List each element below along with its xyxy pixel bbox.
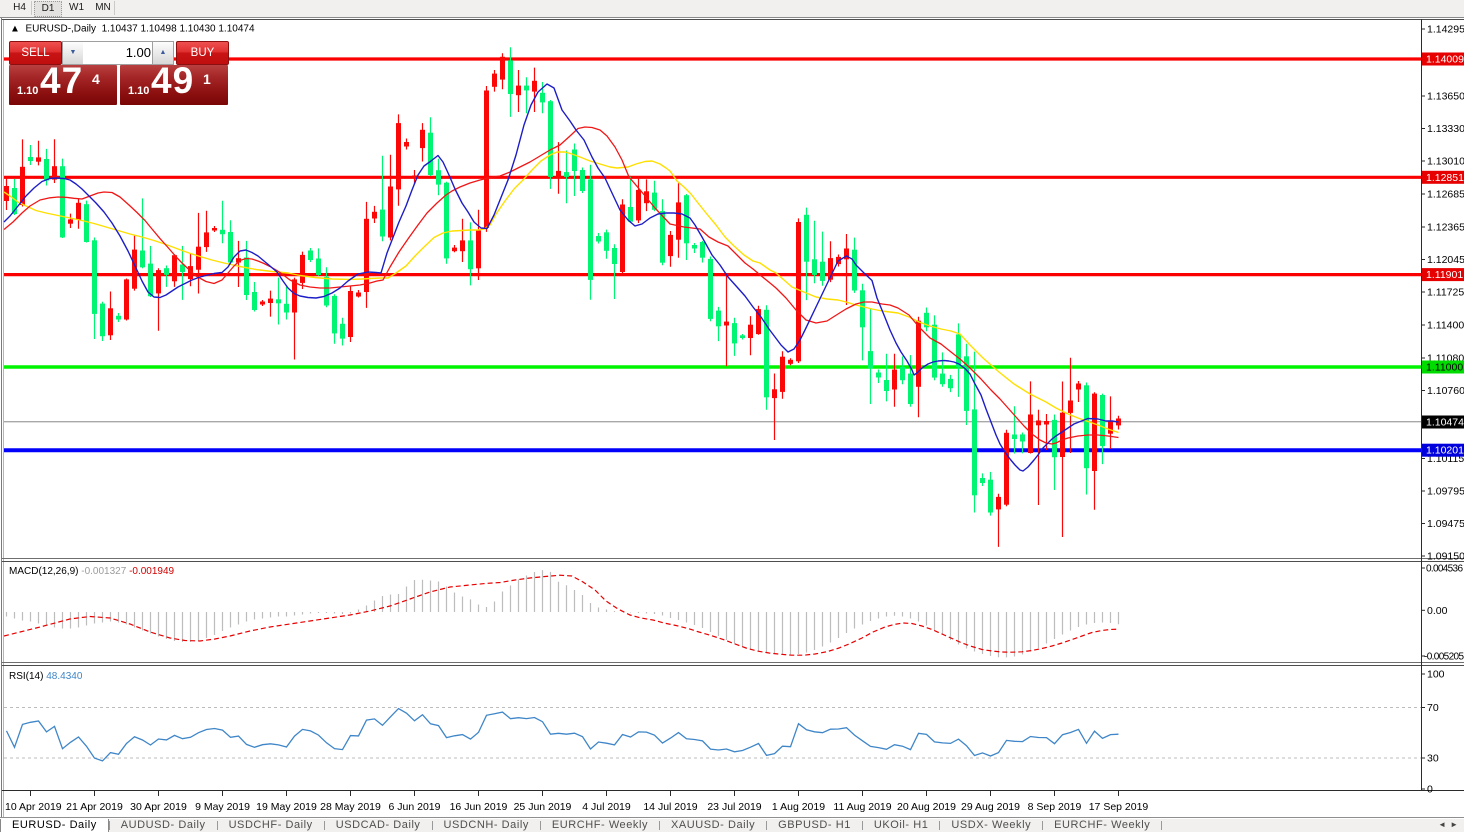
svg-text:14 Jul 2019: 14 Jul 2019 bbox=[643, 801, 697, 813]
svg-text:1.13650: 1.13650 bbox=[1427, 91, 1464, 103]
svg-text:1.11400: 1.11400 bbox=[1427, 320, 1464, 332]
svg-text:19 May 2019: 19 May 2019 bbox=[256, 801, 317, 813]
svg-text:1.12045: 1.12045 bbox=[1427, 254, 1464, 266]
svg-text:MACD(12,26,9) -0.001327 -0.001: MACD(12,26,9) -0.001327 -0.001949 bbox=[9, 566, 175, 577]
svg-text:0.00: 0.00 bbox=[1427, 605, 1448, 617]
svg-text:1.09475: 1.09475 bbox=[1427, 518, 1464, 530]
svg-text:11 Aug 2019: 11 Aug 2019 bbox=[833, 801, 891, 813]
svg-text:1.11901: 1.11901 bbox=[1426, 269, 1463, 281]
svg-text:1.09150: 1.09150 bbox=[1427, 551, 1464, 563]
svg-text:21 Apr 2019: 21 Apr 2019 bbox=[66, 801, 123, 813]
svg-text:1.14009: 1.14009 bbox=[1426, 54, 1464, 66]
svg-text:▲ EURUSD-,Daily 1.10437 1.10: ▲ EURUSD-,Daily 1.10437 1.10498 1.10430 … bbox=[10, 24, 255, 35]
svg-text:23 Jul 2019: 23 Jul 2019 bbox=[707, 801, 761, 813]
svg-text:0: 0 bbox=[1427, 784, 1433, 796]
svg-text:1.14295: 1.14295 bbox=[1427, 24, 1464, 36]
svg-text:20 Aug 2019: 20 Aug 2019 bbox=[897, 801, 956, 813]
svg-text:30 Apr 2019: 30 Apr 2019 bbox=[130, 801, 187, 813]
svg-text:6 Jun 2019: 6 Jun 2019 bbox=[389, 801, 441, 813]
svg-text:1.13010: 1.13010 bbox=[1427, 156, 1464, 168]
svg-text:1.12365: 1.12365 bbox=[1427, 222, 1464, 234]
svg-text:30: 30 bbox=[1427, 753, 1439, 765]
svg-text:1.11000: 1.11000 bbox=[1426, 362, 1463, 374]
svg-text:9 May 2019: 9 May 2019 bbox=[195, 801, 250, 813]
svg-text:RSI(14) 48.4340: RSI(14) 48.4340 bbox=[9, 671, 83, 682]
svg-text:25 Jun 2019: 25 Jun 2019 bbox=[514, 801, 572, 813]
svg-text:29 Aug 2019: 29 Aug 2019 bbox=[961, 801, 1020, 813]
svg-text:4 Jul 2019: 4 Jul 2019 bbox=[582, 801, 631, 813]
svg-text:1.09795: 1.09795 bbox=[1427, 486, 1464, 498]
svg-text:1.11725: 1.11725 bbox=[1427, 287, 1464, 299]
svg-text:1 Aug 2019: 1 Aug 2019 bbox=[772, 801, 825, 813]
svg-text:1.10201: 1.10201 bbox=[1426, 445, 1464, 457]
svg-text:100: 100 bbox=[1427, 669, 1445, 681]
svg-text:1.12851: 1.12851 bbox=[1426, 172, 1464, 184]
svg-text:28 May 2019: 28 May 2019 bbox=[320, 801, 381, 813]
svg-text:17 Sep 2019: 17 Sep 2019 bbox=[1089, 801, 1149, 813]
svg-text:1.10474: 1.10474 bbox=[1426, 417, 1464, 429]
svg-text:1.10760: 1.10760 bbox=[1427, 385, 1464, 397]
svg-text:8 Sep 2019: 8 Sep 2019 bbox=[1028, 801, 1082, 813]
svg-text:10 Apr 2019: 10 Apr 2019 bbox=[5, 801, 62, 813]
svg-text:0.004536: 0.004536 bbox=[1426, 564, 1463, 575]
svg-text:16 Jun 2019: 16 Jun 2019 bbox=[450, 801, 508, 813]
svg-text:1.12685: 1.12685 bbox=[1427, 189, 1464, 201]
svg-text:70: 70 bbox=[1427, 702, 1439, 714]
svg-text:-0.005205: -0.005205 bbox=[1424, 652, 1464, 663]
svg-text:1.13330: 1.13330 bbox=[1427, 123, 1464, 135]
